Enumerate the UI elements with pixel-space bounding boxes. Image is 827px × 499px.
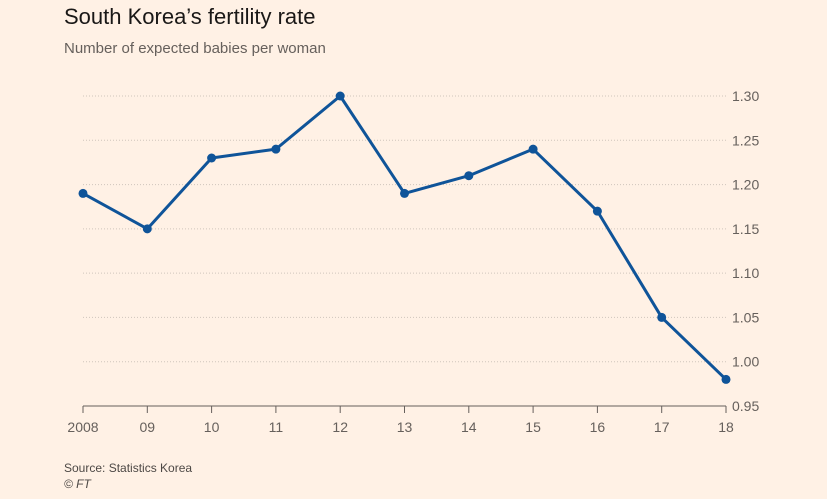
y-tick-label: 0.95 — [732, 398, 759, 414]
x-tick-label: 14 — [461, 419, 477, 435]
data-point — [464, 171, 474, 181]
x-tick-label: 15 — [525, 419, 541, 435]
x-tick-label: 17 — [654, 419, 670, 435]
chart-title: South Korea’s fertility rate — [64, 4, 316, 29]
copyright-note: © FT — [64, 477, 91, 491]
source-note: Source: Statistics Korea — [64, 461, 193, 475]
y-tick-label: 1.10 — [732, 265, 759, 281]
x-tick-label: 10 — [204, 419, 220, 435]
y-tick-label: 1.25 — [732, 132, 759, 148]
data-point — [335, 91, 345, 101]
x-tick-label: 11 — [269, 419, 284, 435]
data-point — [721, 374, 731, 384]
data-point — [142, 224, 152, 234]
data-point — [592, 206, 602, 216]
data-point — [78, 188, 88, 198]
y-tick-label: 1.00 — [732, 354, 759, 370]
y-tick-label: 1.05 — [732, 309, 759, 325]
x-tick-label: 13 — [397, 419, 413, 435]
x-tick-label: 2008 — [67, 419, 98, 435]
series-line — [81, 94, 728, 381]
data-point — [400, 188, 409, 198]
x-tick-label: 16 — [590, 419, 606, 435]
y-tick-label: 1.30 — [732, 88, 759, 104]
chart-subtitle: Number of expected babies per woman — [64, 40, 326, 57]
x-tick-label: 18 — [718, 419, 734, 435]
y-tick-label: 1.20 — [732, 177, 759, 193]
data-point — [657, 312, 667, 322]
x-tick-label: 09 — [140, 419, 156, 435]
data-point — [528, 144, 538, 154]
data-point — [271, 144, 281, 154]
y-tick-label: 1.15 — [732, 221, 759, 237]
x-tick-label: 12 — [332, 419, 348, 435]
data-point — [207, 153, 217, 163]
